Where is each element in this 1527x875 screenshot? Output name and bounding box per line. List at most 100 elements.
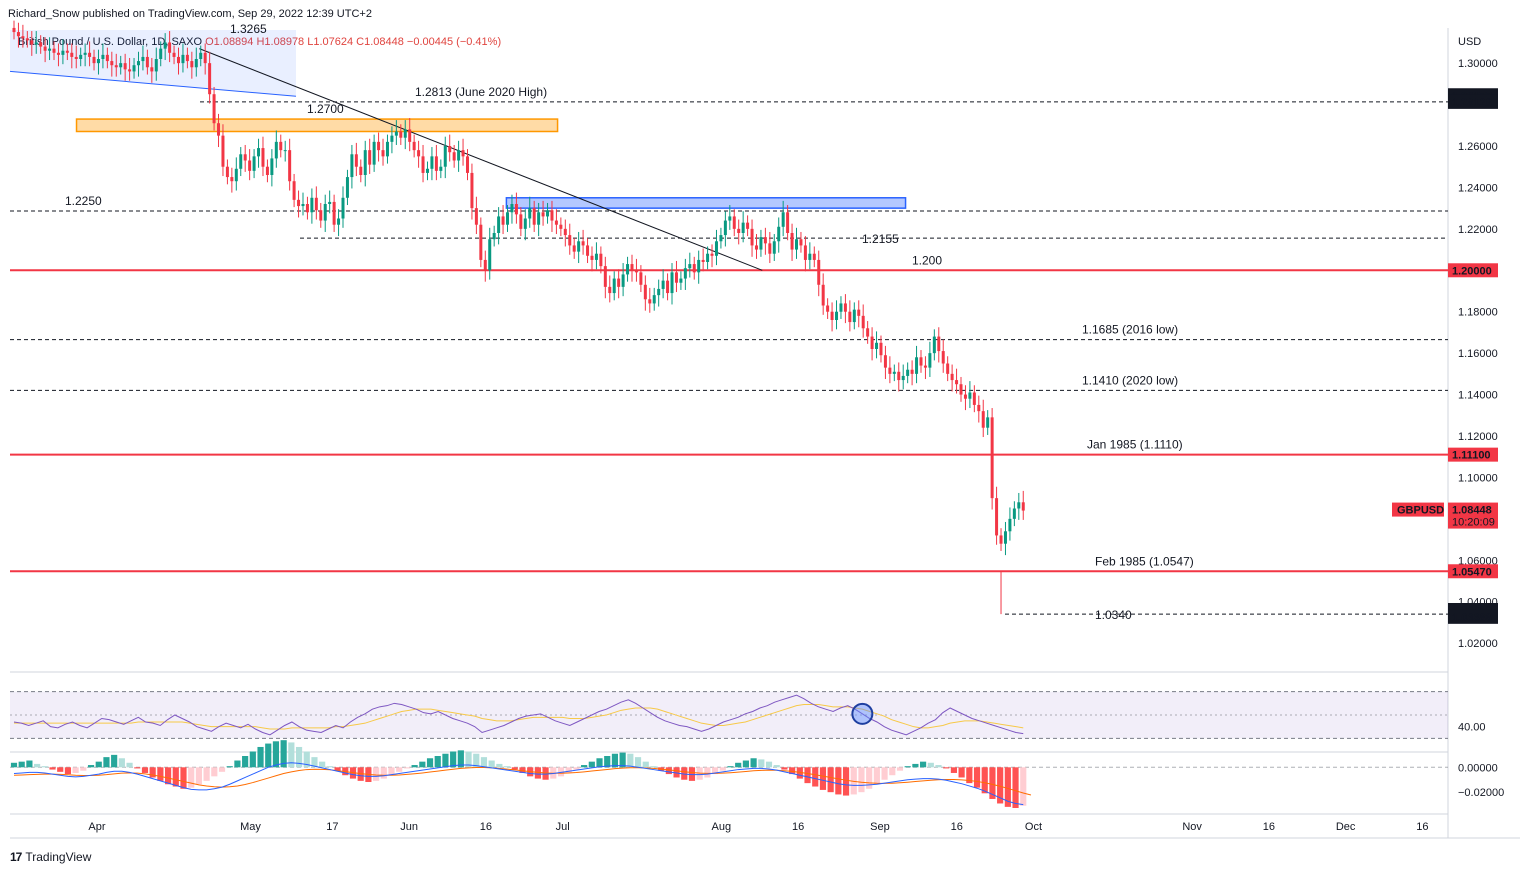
candle-body	[30, 40, 34, 45]
price-tick-label: 1.02000	[1458, 638, 1498, 650]
macd-hist-bar	[64, 767, 72, 775]
candle-body	[452, 152, 456, 161]
candle-body	[488, 239, 492, 271]
candle-body	[626, 264, 630, 275]
macd-hist-bar	[288, 742, 295, 768]
macd-hist-bar	[111, 754, 118, 768]
price-tick-label: 1.22000	[1458, 224, 1498, 236]
candle-body	[586, 245, 590, 256]
candle-body	[354, 154, 358, 167]
macd-hist-bar	[1004, 767, 1011, 807]
candle-body	[812, 253, 816, 260]
macd-hist-bar	[542, 767, 549, 780]
macd-hist-bar	[704, 767, 711, 778]
candle-body	[61, 50, 65, 55]
candle-body	[679, 278, 683, 283]
macd-hist-bar	[218, 767, 226, 772]
candle-body	[968, 392, 972, 399]
macd-hist-bar	[765, 761, 773, 768]
macd-hist-bar	[758, 759, 765, 768]
candle-body	[848, 311, 852, 323]
candle-body	[199, 52, 203, 59]
price-tag-label: 1.03386	[1452, 612, 1492, 624]
currency-label: USD	[1458, 36, 1481, 48]
price-tick-label: 1.16000	[1458, 348, 1498, 360]
candle-body	[719, 235, 723, 242]
macd-hist-bar	[126, 762, 133, 768]
macd-hist-bar	[165, 767, 172, 785]
candle-body	[706, 253, 710, 262]
macd-hist-bar	[789, 767, 796, 775]
macd-hist-bar	[473, 753, 480, 768]
macd-hist-bar	[211, 767, 218, 777]
candle-body	[817, 259, 821, 285]
candle-body	[65, 50, 69, 53]
candle-body	[1003, 531, 1007, 544]
macd-hist-bar	[920, 761, 927, 768]
candle-body	[1017, 502, 1021, 509]
candle-body	[297, 199, 301, 207]
macd-hist-bar	[866, 767, 873, 789]
level-label: 1.1685 (2016 low)	[1082, 323, 1178, 337]
macd-hist-bar	[149, 767, 156, 778]
candle-body	[105, 54, 109, 62]
candle-body	[768, 243, 772, 254]
candle-body	[141, 56, 145, 62]
candle-body	[697, 259, 701, 273]
macd-hist-bar	[180, 767, 187, 789]
candle-body	[248, 160, 252, 171]
candle-body	[603, 266, 607, 287]
candle-body	[25, 38, 29, 41]
candle-body	[826, 305, 830, 312]
candle-body	[932, 336, 936, 354]
candle-body	[185, 54, 189, 62]
symbol-tag-label: GBPUSD	[1397, 505, 1444, 517]
candle-body	[599, 253, 603, 267]
macd-hist-bar	[465, 751, 472, 768]
macd-hist-bar	[673, 767, 680, 778]
candle-body	[972, 392, 976, 405]
candle-body	[274, 141, 278, 159]
candle-body	[497, 216, 501, 233]
macd-hist-bar	[688, 767, 696, 781]
macd-hist-bar	[496, 763, 503, 768]
macd-hist-bar	[619, 752, 626, 768]
macd-hist-bar	[396, 767, 403, 772]
candle-body	[172, 52, 176, 57]
macd-hist-bar	[118, 758, 125, 768]
candle-body	[305, 204, 309, 213]
candle-body	[919, 357, 923, 366]
time-tick-label: Sep	[870, 821, 890, 833]
macd-hist-bar	[565, 767, 572, 773]
candle-body	[839, 303, 843, 312]
candle-body	[288, 150, 292, 182]
macd-hist-bar	[927, 762, 934, 768]
macd-hist-bar	[819, 767, 827, 790]
time-tick-label: Oct	[1025, 821, 1042, 833]
candle-body	[835, 311, 839, 320]
candle-body	[590, 255, 594, 260]
candle-body	[875, 342, 879, 349]
candle-body	[154, 59, 158, 72]
candle-body	[123, 63, 127, 70]
macd-hist-bar	[750, 758, 757, 768]
candle-body	[177, 56, 181, 64]
macd-hist-bar	[10, 762, 18, 768]
candle-body	[425, 168, 429, 173]
wedge-lower-line	[9, 70, 297, 97]
tradingview-logo[interactable]: 17 TradingView	[10, 850, 91, 864]
macd-hist-bar	[997, 767, 1004, 804]
macd-hist-bar	[842, 767, 850, 796]
candle-body	[501, 216, 505, 225]
candle-body	[514, 204, 518, 215]
candle-body	[1008, 518, 1012, 532]
candle-body	[879, 342, 883, 356]
candle-body	[923, 365, 927, 368]
candle-body	[799, 239, 803, 246]
price-tick-label: 1.24000	[1458, 182, 1498, 194]
candle-body	[88, 52, 92, 57]
macd-hist-bar	[627, 753, 634, 768]
price-tag-label: 1.28128	[1452, 97, 1492, 109]
candle-body	[301, 204, 305, 207]
